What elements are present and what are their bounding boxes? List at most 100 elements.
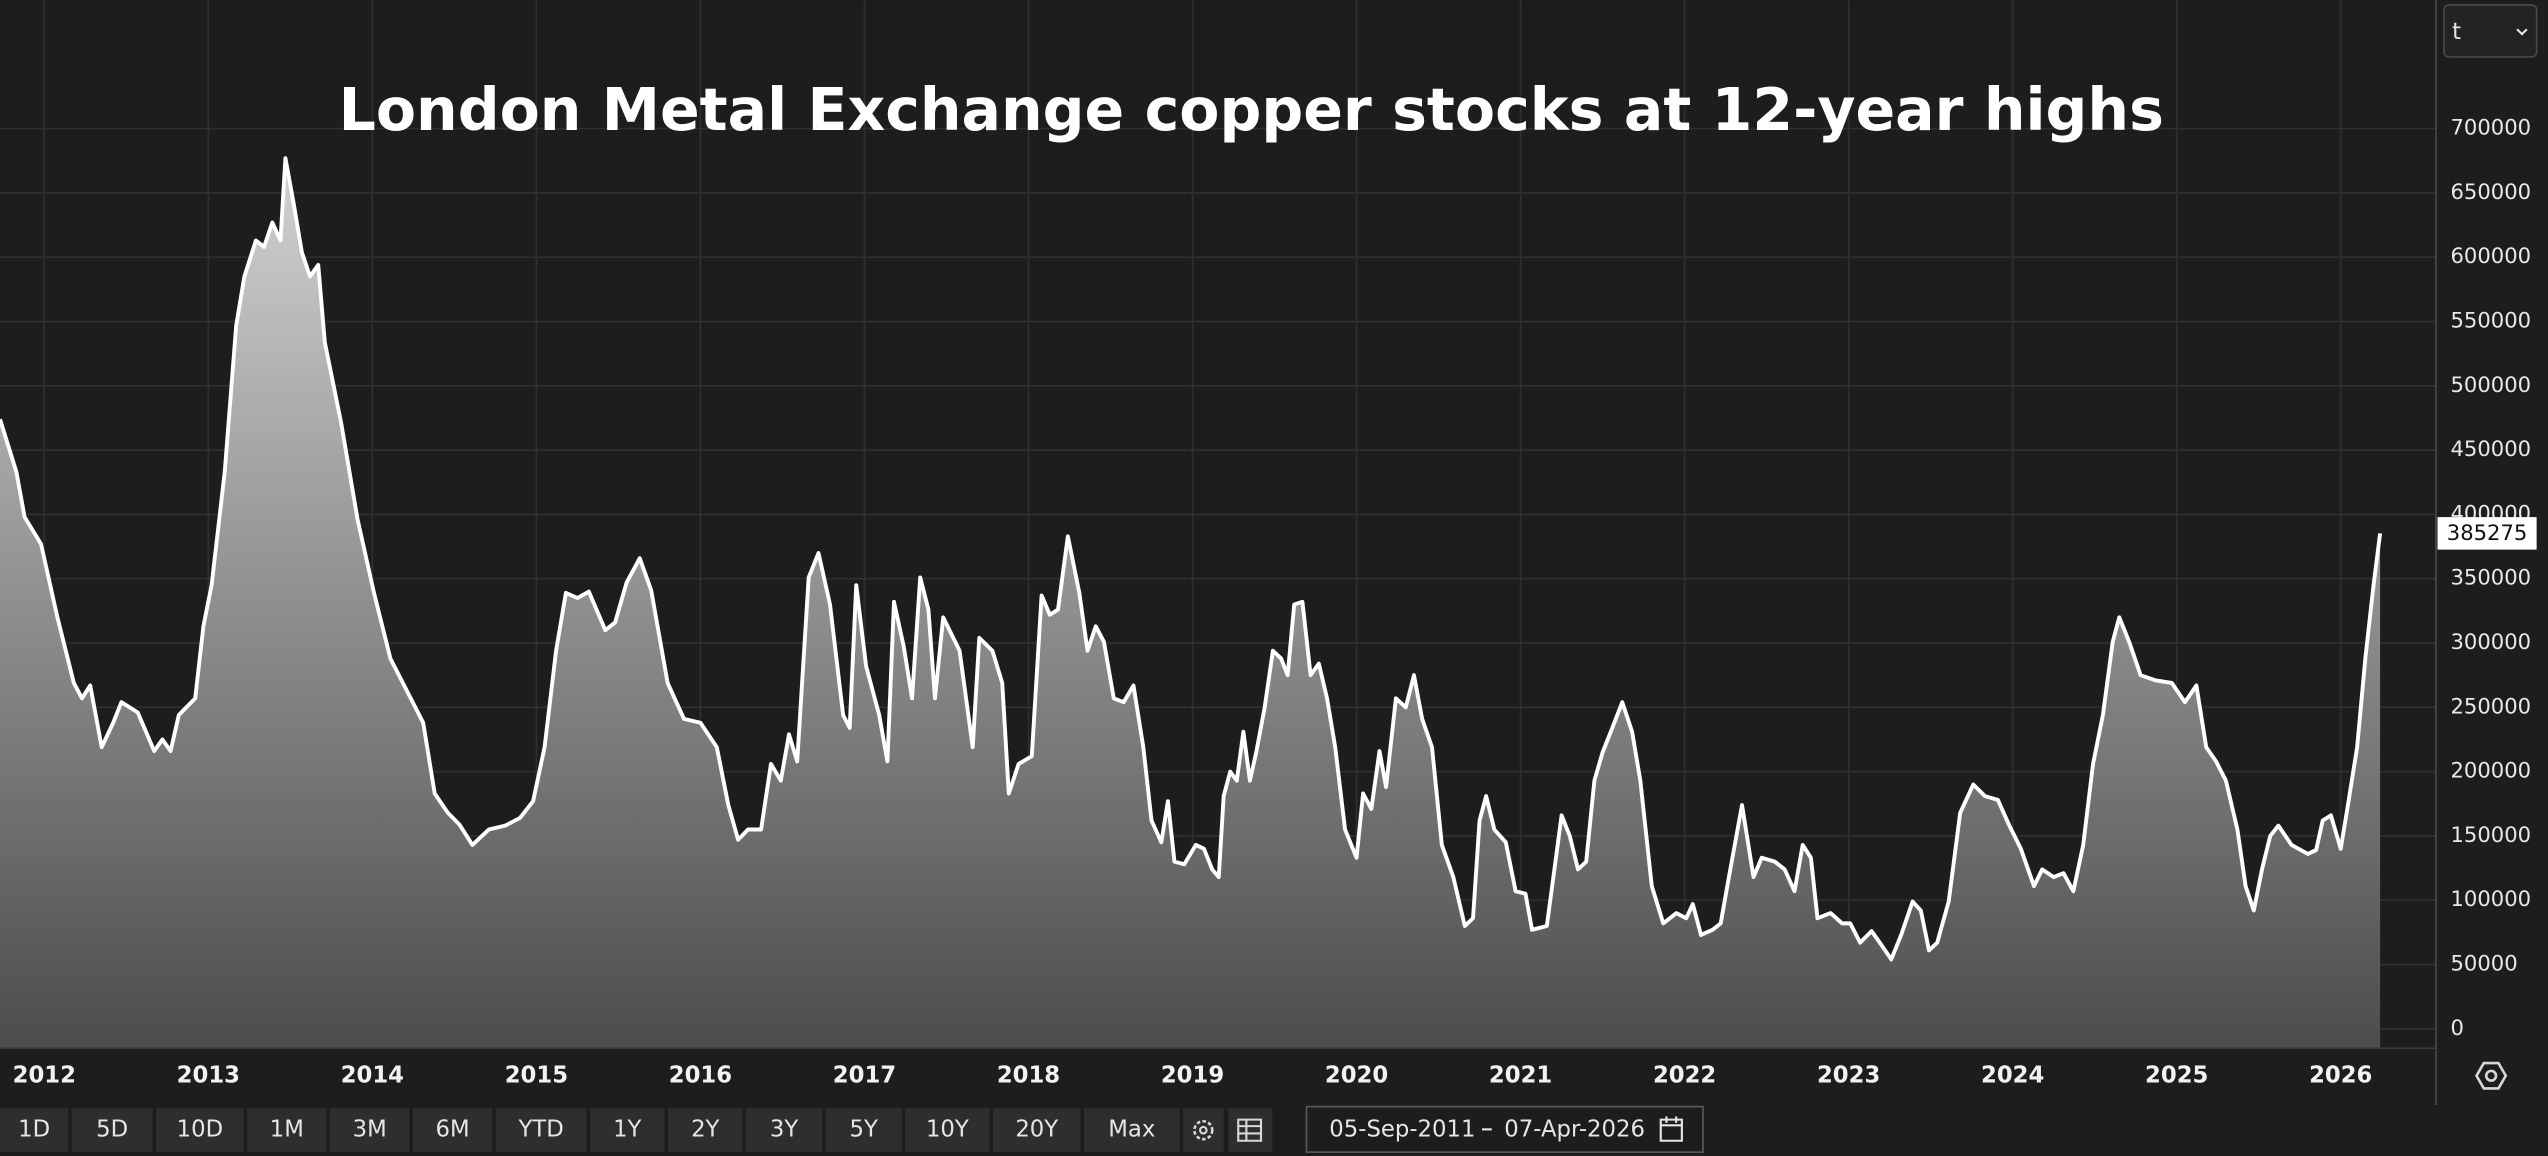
last-value-label: 385275: [2447, 520, 2528, 545]
range-button[interactable]: 3Y: [745, 1108, 823, 1153]
range-button[interactable]: 3M: [329, 1108, 410, 1153]
area-fill: [0, 158, 2381, 1049]
date-range-box[interactable]: [1305, 1105, 1704, 1153]
range-button[interactable]: Max: [1083, 1108, 1180, 1153]
range-button[interactable]: 10D: [156, 1108, 244, 1153]
button-label[interactable]: Max: [1108, 1117, 1155, 1143]
y-tick-label: 700000: [2451, 115, 2532, 140]
x-tick-label: 2021: [1489, 1062, 1552, 1088]
button-label[interactable]: 1Y: [613, 1117, 641, 1143]
range-button[interactable]: 5D: [71, 1108, 153, 1153]
button-label[interactable]: 3M: [353, 1117, 387, 1143]
button-bg[interactable]: [589, 1108, 665, 1153]
x-tick-label: 2017: [833, 1062, 896, 1088]
x-tick-label: 2020: [1325, 1062, 1388, 1088]
x-tick-label: 2025: [2145, 1062, 2208, 1088]
button-label[interactable]: 5Y: [850, 1117, 878, 1143]
date-end[interactable]: 07-Apr-2026: [1504, 1117, 1645, 1143]
y-tick-label: 150000: [2451, 822, 2532, 847]
button-label[interactable]: 6M: [436, 1117, 470, 1143]
button-label[interactable]: 1M: [270, 1117, 304, 1143]
button-bg[interactable]: [905, 1108, 990, 1153]
y-tick-label: 600000: [2451, 243, 2532, 268]
y-tick-label: 550000: [2451, 308, 2532, 333]
chart-title: London Metal Exchange copper stocks at 1…: [339, 76, 2164, 144]
x-tick-label: 2018: [997, 1062, 1060, 1088]
button-label[interactable]: 10Y: [926, 1117, 969, 1143]
button-bg[interactable]: [745, 1108, 823, 1153]
x-tick-label: 2019: [1161, 1062, 1224, 1088]
y-tick-label: 500000: [2451, 372, 2532, 397]
x-tick-label: 2013: [177, 1062, 240, 1088]
button-bg[interactable]: [1183, 1108, 1224, 1153]
button-bg[interactable]: [825, 1108, 902, 1153]
range-button[interactable]: 1Y: [589, 1108, 665, 1153]
line: [0, 156, 2383, 962]
x-axis: 2012 2013 2014 2015 2016 2017 2018 2019 2020 2021…: [13, 1062, 2373, 1088]
range-button[interactable]: 6M: [412, 1108, 493, 1153]
button-label[interactable]: 20Y: [1015, 1117, 1058, 1143]
button-label[interactable]: YTD: [517, 1117, 563, 1143]
x-tick-label: 2026: [2309, 1062, 2372, 1088]
range-button[interactable]: 5Y: [825, 1108, 902, 1153]
button-bg[interactable]: [329, 1108, 410, 1153]
button-label[interactable]: 10D: [177, 1117, 223, 1143]
y-tick-label: 450000: [2451, 436, 2532, 461]
button-label[interactable]: 1D: [18, 1117, 50, 1143]
button-bg[interactable]: [71, 1108, 153, 1153]
y-tick-label: 300000: [2451, 629, 2532, 654]
x-tick-label: 2014: [341, 1062, 404, 1088]
gear-center: [1199, 1125, 1208, 1135]
x-tick-label: 2015: [505, 1062, 568, 1088]
button-bg[interactable]: [1228, 1108, 1273, 1153]
range-buttons: 1D 5D 10D 1M 3M 6M YTD 1Y 2Y 3Y 5Y 10Y 20Y Max: [0, 1108, 1180, 1153]
range-button[interactable]: 1M: [247, 1108, 327, 1153]
y-tick-label: 650000: [2451, 179, 2532, 204]
x-tick-label: 2012: [13, 1062, 76, 1088]
date-range[interactable]: 05-Sep-2011 07-Apr-2026: [1305, 1105, 1704, 1153]
y-tick-label: 250000: [2451, 693, 2532, 718]
y-tick-label: 200000: [2451, 758, 2532, 783]
button-bg[interactable]: [1083, 1108, 1180, 1153]
dropdown-value[interactable]: t: [2452, 19, 2461, 45]
button-bg[interactable]: [992, 1108, 1081, 1153]
dropdown-box[interactable]: [2443, 4, 2538, 58]
button-bg[interactable]: [156, 1108, 244, 1153]
button-bg[interactable]: [247, 1108, 327, 1153]
settings-icon[interactable]: [2474, 1061, 2508, 1090]
dropdown-caret: [2516, 28, 2528, 36]
button-bg[interactable]: [0, 1108, 69, 1153]
range-button[interactable]: 10Y: [905, 1108, 990, 1153]
button-bg[interactable]: [495, 1108, 587, 1153]
y-axis: 0 50000 100000 150000 200000 250000 300000 3500…: [2437, 115, 2537, 1040]
range-button[interactable]: 2Y: [667, 1108, 743, 1153]
range-button[interactable]: YTD: [495, 1108, 587, 1153]
y-tick-label: 350000: [2451, 565, 2532, 590]
plot-area: [0, 156, 2383, 1049]
unit-dropdown[interactable]: t: [2443, 4, 2538, 58]
y-tick-label: 50000: [2451, 951, 2518, 976]
x-tick-label: 2016: [669, 1062, 732, 1088]
hex-icon-center: [2484, 1069, 2498, 1082]
button-label[interactable]: 2Y: [691, 1117, 719, 1143]
button-bg[interactable]: [412, 1108, 493, 1153]
hex-icon[interactable]: [2474, 1061, 2508, 1090]
button-bg[interactable]: [667, 1108, 743, 1153]
table-icon: [1237, 1118, 1263, 1142]
last-value-box: [2437, 517, 2537, 550]
gear-icon: [1193, 1119, 1214, 1141]
date-start[interactable]: 05-Sep-2011: [1329, 1117, 1475, 1143]
calendar-icon: [1659, 1116, 1683, 1142]
range-button[interactable]: 1D: [0, 1108, 69, 1153]
range-button[interactable]: 20Y: [992, 1108, 1081, 1153]
x-tick-label: 2024: [1981, 1062, 2044, 1088]
button-label[interactable]: 3Y: [770, 1117, 798, 1143]
chart-settings-button[interactable]: [1183, 1108, 1224, 1153]
x-tick-label: 2022: [1653, 1062, 1716, 1088]
y-tick-label: 100000: [2451, 886, 2532, 911]
table-view-button[interactable]: [1228, 1108, 1273, 1153]
button-label[interactable]: 5D: [96, 1117, 128, 1143]
x-tick-label: 2023: [1817, 1062, 1880, 1088]
